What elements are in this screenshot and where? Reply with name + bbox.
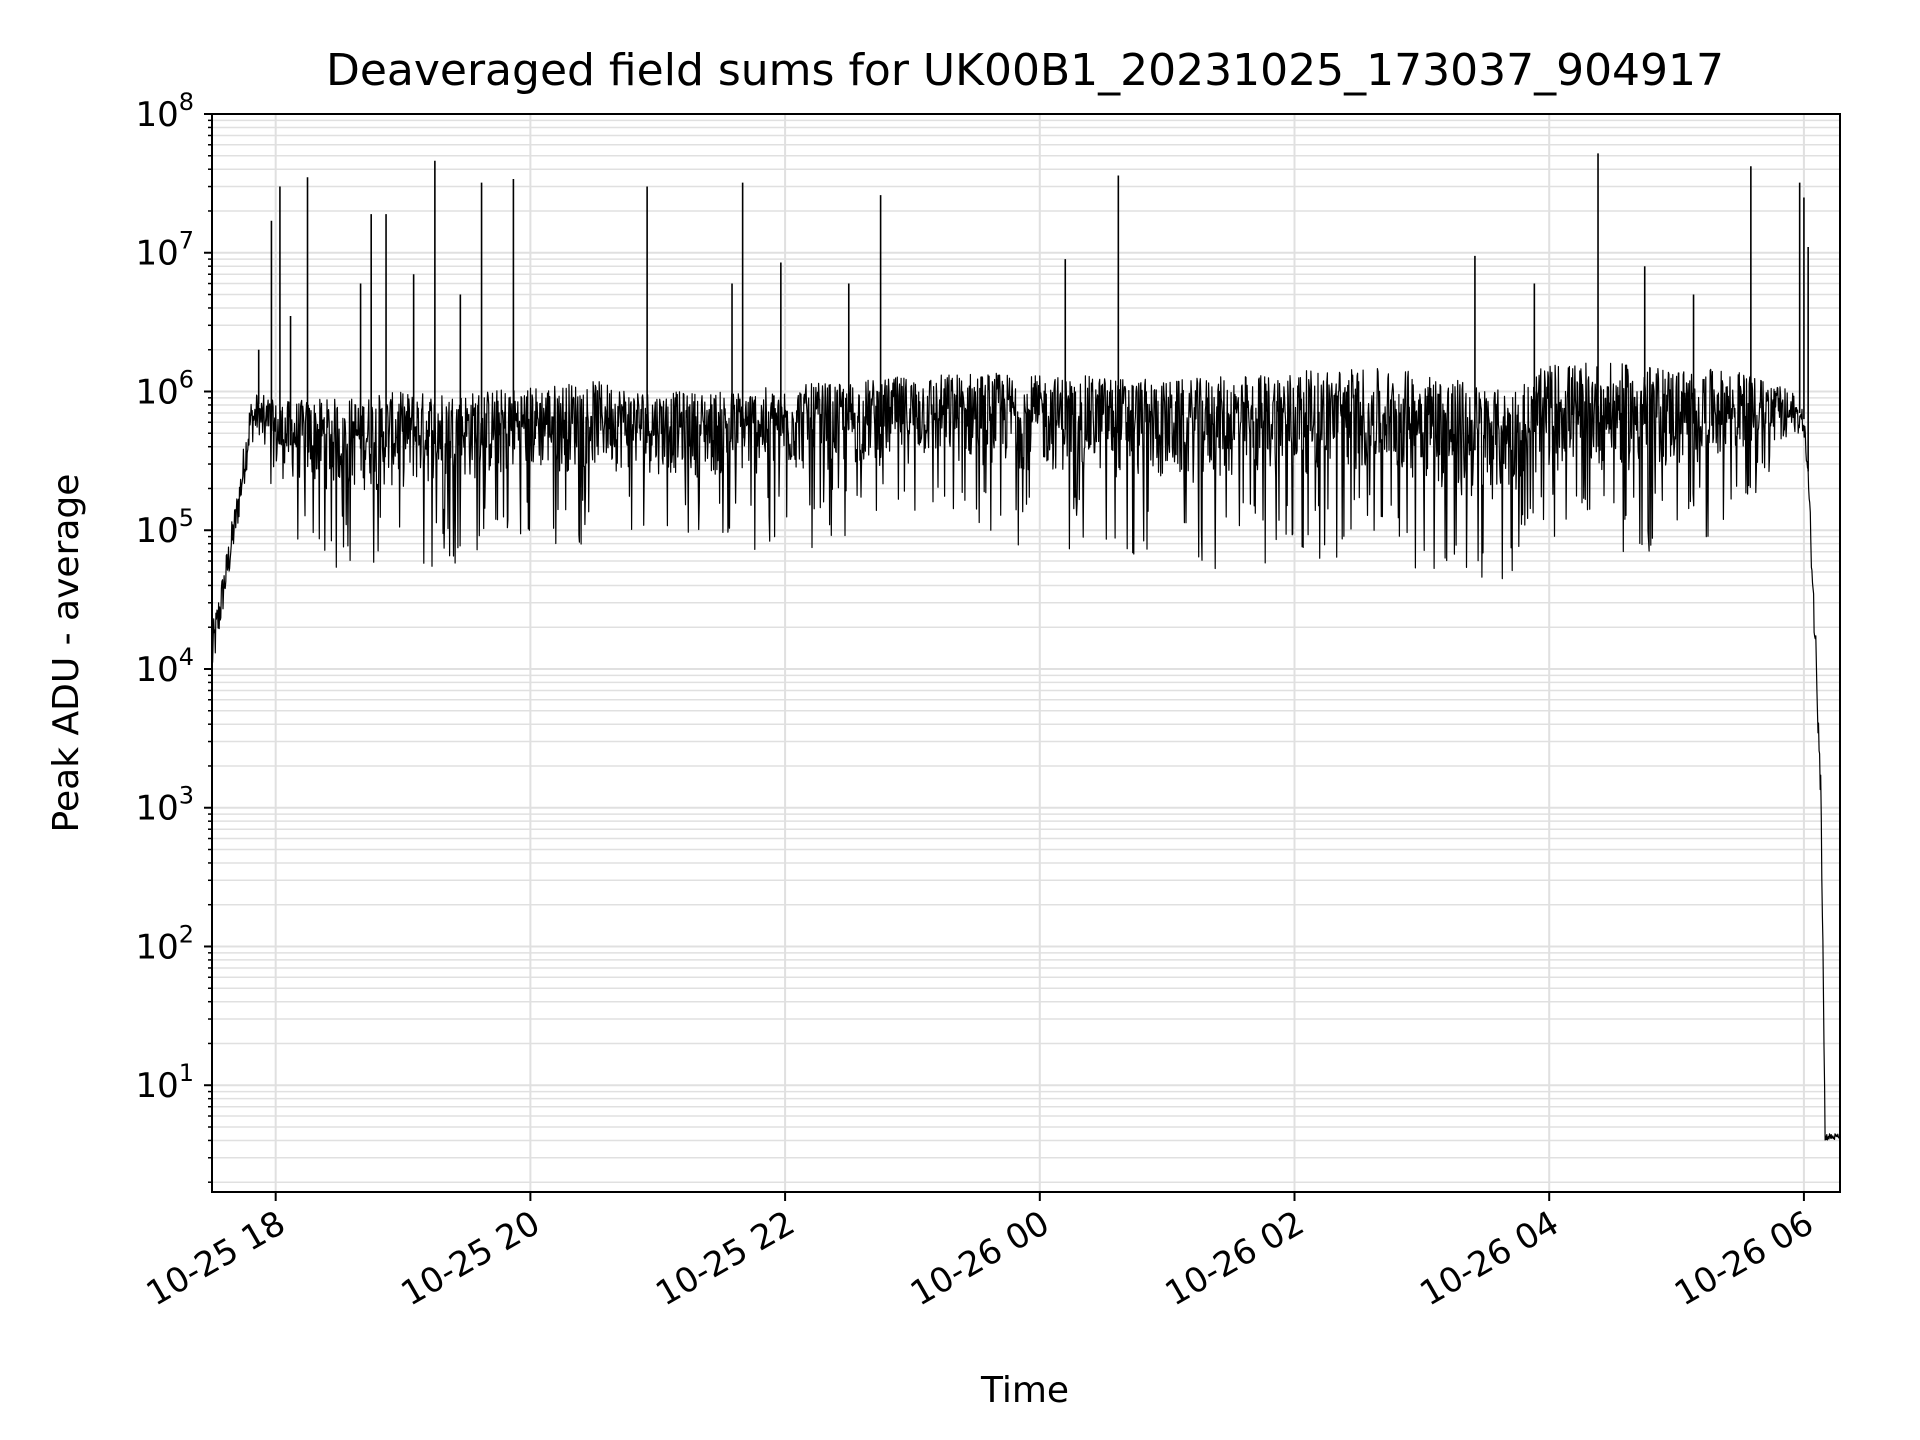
y-tick-base: 10: [135, 372, 178, 412]
y-tick-base: 10: [135, 1066, 178, 1106]
y-tick-exponent: 3: [179, 782, 194, 810]
y-tick-base: 10: [135, 95, 178, 135]
y-tick-exponent: 1: [179, 1059, 194, 1087]
y-tick-label: 105: [135, 504, 194, 551]
y-tick-exponent: 2: [179, 920, 194, 948]
y-tick-label: 106: [135, 365, 194, 412]
y-tick-base: 10: [135, 650, 178, 690]
y-tick-label: 104: [135, 643, 194, 690]
series-line: [211, 362, 1841, 1141]
y-tick-base: 10: [135, 927, 178, 967]
x-axis-label: Time: [980, 1370, 1069, 1411]
y-tick-exponent: 4: [179, 643, 194, 671]
y-tick-base: 10: [135, 789, 178, 829]
y-tick-exponent: 7: [179, 227, 194, 255]
y-tick-label: 102: [135, 920, 194, 967]
data-layer: [211, 153, 1841, 1141]
y-tick-exponent: 5: [179, 504, 194, 532]
y-axis-label: Peak ADU - average: [46, 474, 87, 833]
y-tick-base: 10: [135, 511, 178, 551]
y-tick-label: 103: [135, 782, 194, 829]
y-tick-base: 10: [135, 234, 178, 274]
y-tick-label: 101: [135, 1059, 194, 1106]
y-tick-label: 107: [135, 227, 194, 274]
y-tick-exponent: 6: [179, 365, 194, 393]
y-tick-exponent: 8: [179, 88, 194, 116]
grid-layer: [212, 113, 1840, 1192]
y-tick-label: 108: [135, 88, 194, 135]
plot-frame: [211, 113, 1841, 1193]
chart-title: Deaveraged field sums for UK00B1_2023102…: [326, 45, 1724, 96]
